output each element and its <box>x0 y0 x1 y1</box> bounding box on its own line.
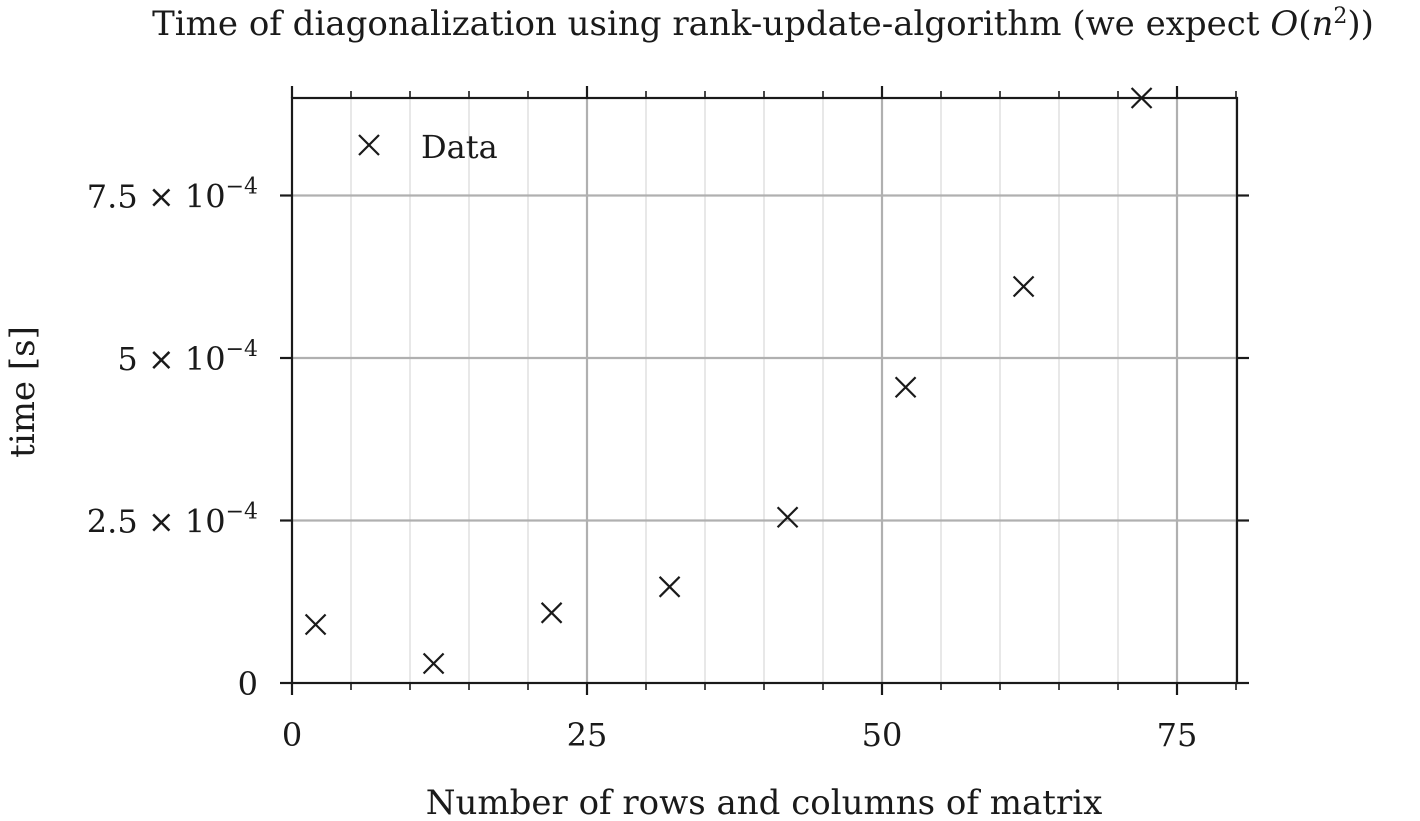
chart-title: Time of diagonalization using rank-updat… <box>152 4 1374 44</box>
y-tick-label: 2.5 × 10−4 <box>87 500 258 541</box>
data-point <box>1012 275 1035 298</box>
y-axis-label: time [s] <box>3 326 43 458</box>
legend-marker <box>358 134 380 156</box>
x-tick-label: 25 <box>567 716 608 754</box>
data-point <box>776 506 799 529</box>
title-math-n: n <box>1311 4 1333 44</box>
title-prefix: Time of diagonalization using rank-updat… <box>152 4 1270 44</box>
legend-label: Data <box>421 128 498 166</box>
grid-layer <box>292 98 1237 683</box>
data-point <box>658 576 681 598</box>
data-point <box>422 652 445 675</box>
data-point <box>304 613 327 636</box>
y-tick-label: 7.5 × 10−4 <box>87 175 258 216</box>
title-math-open: ( <box>1298 4 1311 44</box>
x-tick-label: 0 <box>282 716 302 754</box>
data-point <box>540 602 563 624</box>
tick-layer: 0 25 50 75 0 2.5 × 10−4 5 × 10−4 7.5 × 10−4 <box>87 86 1249 754</box>
title-math-close: )) <box>1347 4 1374 44</box>
data-point <box>894 376 917 399</box>
data-point <box>1130 87 1153 109</box>
x-tick-label: 50 <box>862 716 903 754</box>
title-math-sup: 2 <box>1333 4 1347 29</box>
legend: Data <box>358 128 498 166</box>
y-tick-label: 5 × 10−4 <box>117 337 258 378</box>
title-math-o: O <box>1270 4 1298 44</box>
y-tick-label: 0 <box>238 665 258 703</box>
x-tick-label: 75 <box>1157 716 1198 754</box>
data-markers <box>304 87 1153 675</box>
x-axis-label: Number of rows and columns of matrix <box>426 783 1103 817</box>
